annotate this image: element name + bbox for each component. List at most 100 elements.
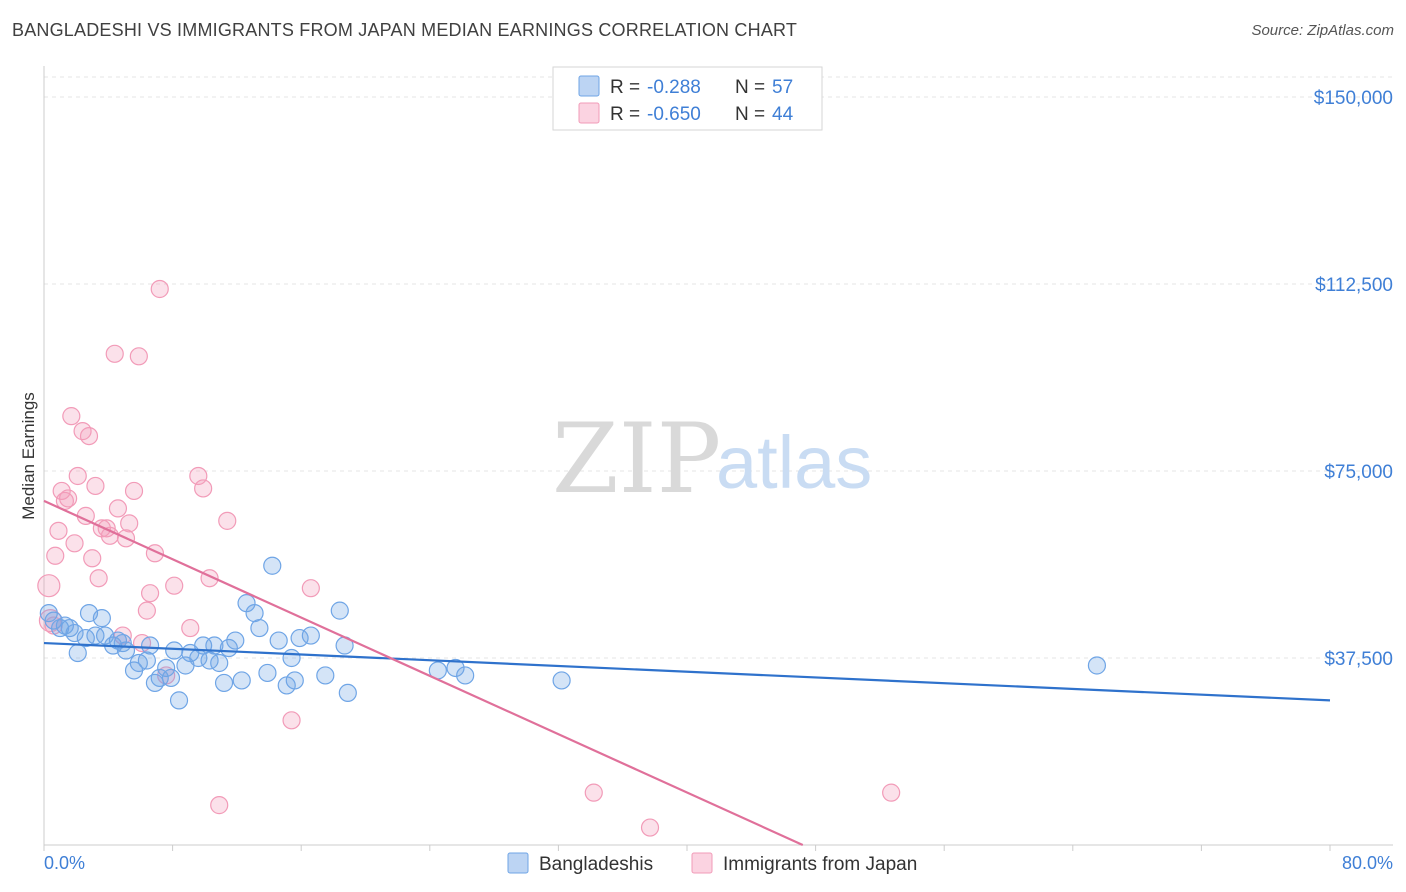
point-bangladeshis xyxy=(65,623,84,643)
point-immigrants-from-japan xyxy=(140,584,160,603)
point-immigrants-from-japan xyxy=(584,783,603,802)
point-immigrants-from-japan xyxy=(882,783,901,802)
point-bangladeshis xyxy=(68,643,87,663)
point-immigrants-from-japan xyxy=(124,481,144,501)
gridlines xyxy=(44,76,1393,659)
correlation-legend: R = -0.288 N = 57 R = -0.650 N = 44 xyxy=(552,66,823,131)
trend-line-immigrants-from-japan xyxy=(43,499,804,847)
point-bangladeshis xyxy=(169,691,189,710)
point-immigrants-from-japan xyxy=(137,601,156,620)
point-immigrants-from-japan xyxy=(105,344,124,363)
point-immigrants-from-japan xyxy=(89,569,108,588)
point-bangladeshis xyxy=(1087,656,1107,675)
point-immigrants-from-japan xyxy=(150,279,169,299)
point-immigrants-from-japan xyxy=(181,618,200,638)
point-bangladeshis xyxy=(250,618,269,638)
legend-swatch-immigrants-from-japan[interactable] xyxy=(691,852,713,874)
legend-label-bangladeshis[interactable]: Bangladeshis xyxy=(539,854,653,875)
legend-n-value: 44 xyxy=(772,104,794,125)
point-bangladeshis xyxy=(446,658,465,678)
point-immigrants-from-japan xyxy=(210,796,229,815)
point-bangladeshis xyxy=(116,641,136,660)
point-immigrants-from-japan xyxy=(49,521,68,540)
point-bangladeshis xyxy=(456,666,475,685)
point-bangladeshis xyxy=(282,648,301,668)
point-bangladeshis xyxy=(338,683,357,703)
point-bangladeshis xyxy=(552,671,571,690)
y-tick-label: $112,500 xyxy=(1315,275,1393,296)
point-immigrants-from-japan xyxy=(68,466,87,486)
series-legend: Bangladeshis Immigrants from Japan xyxy=(507,852,917,875)
point-bangladeshis xyxy=(165,641,184,660)
axes xyxy=(43,66,1393,851)
point-bangladeshis xyxy=(140,636,160,655)
point-bangladeshis xyxy=(86,626,105,645)
point-immigrants-from-japan xyxy=(282,711,301,730)
point-bangladeshis xyxy=(316,666,335,685)
legend-swatch-pink xyxy=(578,102,600,124)
point-bangladeshis xyxy=(269,631,288,650)
y-tick-labels: $37,500 $75,000 $112,500 $150,000 xyxy=(1314,88,1393,670)
x-tick-label: 0.0% xyxy=(44,853,85,873)
legend-swatch-bangladeshis[interactable] xyxy=(507,852,529,874)
point-immigrants-from-japan xyxy=(83,549,102,568)
point-immigrants-from-japan xyxy=(165,576,184,595)
watermark: ZIP atlas xyxy=(552,403,872,515)
point-immigrants-from-japan xyxy=(37,574,61,598)
x-tick-labels: 0.0% 80.0% xyxy=(44,853,1393,873)
point-immigrants-from-japan xyxy=(86,476,105,496)
point-bangladeshis xyxy=(301,626,320,645)
point-bangladeshis xyxy=(137,651,156,670)
legend-label-immigrants-from-japan[interactable]: Immigrants from Japan xyxy=(723,854,917,875)
point-bangladeshis xyxy=(92,609,111,628)
point-immigrants-from-japan xyxy=(113,626,132,645)
legend-n-value: 57 xyxy=(772,77,793,98)
watermark-zip: ZIP xyxy=(552,403,721,515)
point-bangladeshis xyxy=(214,673,234,693)
point-immigrants-from-japan xyxy=(218,511,237,530)
point-bangladeshis xyxy=(258,663,277,683)
point-immigrants-from-japan xyxy=(301,579,320,598)
point-immigrants-from-japan xyxy=(62,407,81,426)
point-immigrants-from-japan xyxy=(52,481,71,501)
point-immigrants-from-japan xyxy=(79,426,99,446)
point-bangladeshis xyxy=(55,616,74,635)
point-immigrants-from-japan xyxy=(120,514,139,533)
y-axis-label: Median Earnings xyxy=(19,392,38,520)
point-bangladeshis xyxy=(290,628,309,648)
point-bangladeshis xyxy=(263,556,282,575)
watermark-atlas: atlas xyxy=(716,421,872,504)
x-tick-label: 80.0% xyxy=(1342,853,1393,873)
series-immigrants-from-japan xyxy=(37,279,901,837)
point-immigrants-from-japan xyxy=(59,489,78,508)
source-label: Source: ZipAtlas.com xyxy=(1251,22,1394,39)
point-immigrants-from-japan xyxy=(65,534,84,553)
y-tick-label: $150,000 xyxy=(1314,88,1393,109)
point-bangladeshis xyxy=(161,668,181,688)
point-bangladeshis xyxy=(60,618,79,638)
point-bangladeshis xyxy=(232,671,251,690)
y-tick-label: $37,500 xyxy=(1324,649,1393,670)
legend-r-label: R = xyxy=(610,77,640,98)
legend-r-label: R = xyxy=(610,104,640,125)
point-immigrants-from-japan xyxy=(194,479,213,498)
trend-line-bangladeshis xyxy=(43,641,1331,702)
legend-swatch-blue xyxy=(578,75,600,97)
point-bangladeshis xyxy=(50,618,70,638)
point-immigrants-from-japan xyxy=(46,546,65,565)
point-immigrants-from-japan xyxy=(108,499,128,518)
trend-lines xyxy=(43,499,1331,847)
point-immigrants-from-japan xyxy=(640,818,660,837)
point-bangladeshis xyxy=(330,601,349,620)
legend-r-value: -0.650 xyxy=(647,104,701,125)
point-bangladeshis xyxy=(210,653,229,673)
point-bangladeshis xyxy=(157,658,176,678)
y-tick-label: $75,000 xyxy=(1324,462,1393,483)
point-bangladeshis xyxy=(44,611,63,630)
chart-title: BANGLADESHI VS IMMIGRANTS FROM JAPAN MED… xyxy=(12,20,798,40)
series-bangladeshis xyxy=(39,556,1107,710)
legend-n-label: N = xyxy=(735,104,765,125)
legend-n-label: N = xyxy=(735,77,765,98)
point-bangladeshis xyxy=(226,631,245,650)
